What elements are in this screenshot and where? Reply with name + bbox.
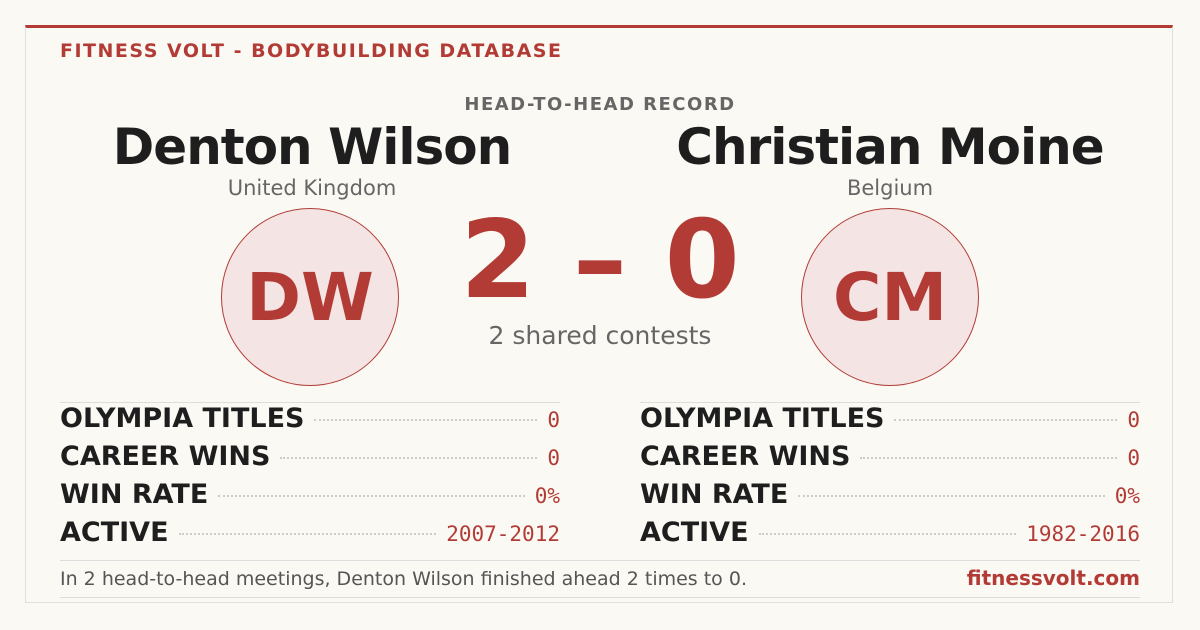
dot-leader (314, 419, 538, 421)
right-country: Belgium (846, 176, 934, 200)
stat-row: ACTIVE 2007-2012 (60, 517, 560, 555)
footer-site[interactable]: fitnessvolt.com (966, 566, 1140, 590)
stat-value: 2007-2012 (446, 522, 560, 546)
stat-value: 0% (1114, 484, 1140, 508)
stat-row: CAREER WINS 0 (640, 441, 1140, 479)
footer-summary: In 2 head-to-head meetings, Denton Wilso… (60, 568, 747, 590)
right-avatar: CM (801, 208, 979, 386)
left-initials: DW (246, 258, 374, 336)
stat-row: WIN RATE 0% (640, 479, 1140, 517)
header-title: FITNESS VOLT - BODYBUILDING DATABASE (60, 40, 563, 62)
stat-value: 0 (1127, 408, 1140, 432)
stat-label: CAREER WINS (640, 441, 851, 472)
divider (60, 560, 1140, 561)
right-stats: OLYMPIA TITLES 0 CAREER WINS 0 WIN RATE 0% ACT… (640, 402, 1140, 555)
right-initials: CM (832, 258, 948, 336)
dot-leader (280, 457, 538, 459)
card-frame (25, 25, 1173, 603)
left-name: Denton Wilson (112, 118, 512, 176)
stat-row: ACTIVE 1982-2016 (640, 517, 1140, 555)
stat-row: CAREER WINS 0 (60, 441, 560, 479)
stat-label: WIN RATE (640, 479, 789, 510)
dot-leader (178, 533, 437, 535)
left-country: United Kingdom (227, 176, 397, 200)
dot-leader (218, 495, 525, 497)
dot-leader (860, 457, 1118, 459)
stat-value: 0 (1127, 446, 1140, 470)
stat-row: WIN RATE 0% (60, 479, 560, 517)
header-subtitle: HEAD-TO-HEAD RECORD (464, 94, 736, 115)
stat-label: WIN RATE (60, 479, 209, 510)
dot-leader (894, 419, 1118, 421)
right-name: Christian Moine (676, 118, 1104, 176)
stat-label: ACTIVE (60, 517, 169, 548)
stat-value: 0% (534, 484, 560, 508)
stat-row: OLYMPIA TITLES 0 (640, 403, 1140, 441)
score-caption: 2 shared contests (488, 321, 712, 350)
stat-row: OLYMPIA TITLES 0 (60, 403, 560, 441)
left-stats: OLYMPIA TITLES 0 CAREER WINS 0 WIN RATE 0% ACT… (60, 402, 560, 555)
divider (60, 597, 1140, 598)
stat-label: ACTIVE (640, 517, 749, 548)
stat-label: OLYMPIA TITLES (640, 403, 885, 434)
stat-value: 0 (547, 408, 560, 432)
left-avatar: DW (221, 208, 399, 386)
stat-value: 1982-2016 (1026, 522, 1140, 546)
score: 2 – 0 (460, 198, 740, 323)
dot-leader (798, 495, 1105, 497)
stat-label: CAREER WINS (60, 441, 271, 472)
stat-value: 0 (547, 446, 560, 470)
stat-label: OLYMPIA TITLES (60, 403, 305, 434)
dot-leader (758, 533, 1017, 535)
